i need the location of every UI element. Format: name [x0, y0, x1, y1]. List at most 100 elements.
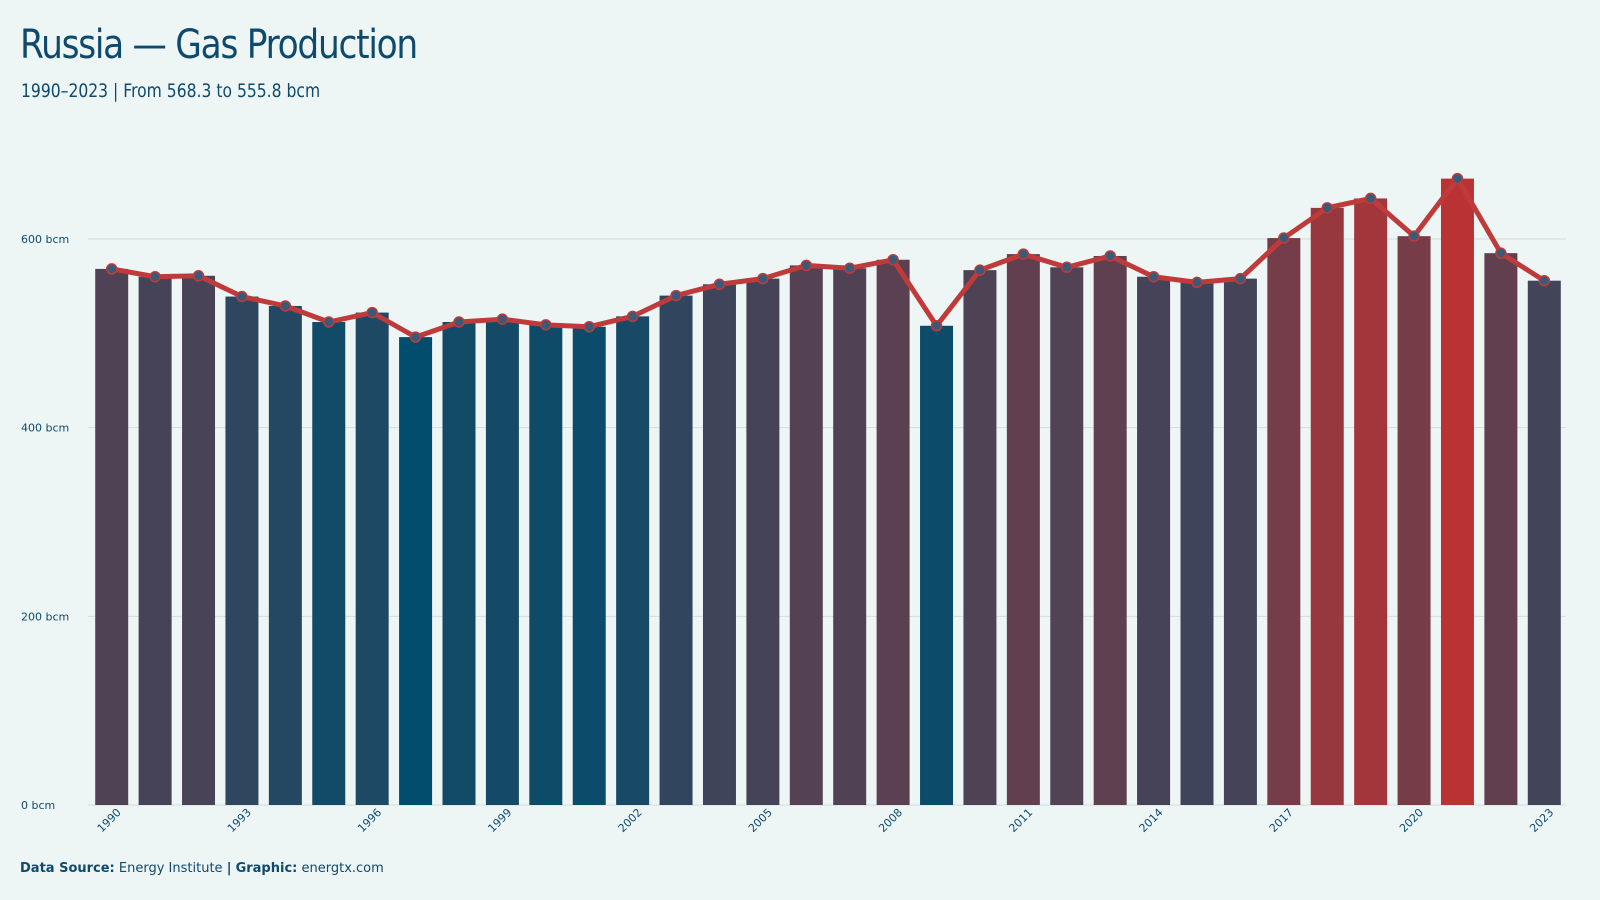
bar	[616, 316, 650, 805]
bar	[1354, 198, 1388, 806]
bar	[529, 324, 563, 805]
point-markers	[105, 172, 1551, 343]
bar	[399, 337, 433, 805]
data-point	[236, 290, 248, 303]
data-point	[279, 300, 292, 312]
bar	[1050, 267, 1084, 805]
data-point	[1538, 274, 1551, 287]
bar	[702, 284, 736, 805]
bar	[920, 325, 954, 805]
data-point	[713, 278, 726, 291]
data-point	[1321, 202, 1333, 214]
footer-credits: Data Source: Energy Institute | Graphic:…	[20, 861, 384, 876]
data-point	[974, 264, 986, 276]
bar	[789, 265, 823, 805]
data-point	[323, 316, 335, 328]
data-point	[1234, 272, 1247, 285]
data-point	[1278, 232, 1290, 244]
bar	[442, 322, 476, 805]
y-tick-label: 200 bcm	[21, 610, 69, 623]
data-point	[1061, 261, 1073, 274]
y-tick-label: 400 bcm	[21, 422, 69, 435]
x-tick-label: 2011	[1006, 806, 1035, 835]
bar	[1310, 207, 1344, 805]
data-point	[887, 254, 899, 266]
data-point	[366, 306, 378, 319]
bars	[95, 178, 1561, 806]
bar	[312, 322, 346, 805]
source-value: Energy Institute	[118, 861, 223, 876]
x-tick-label: 2008	[876, 806, 905, 835]
x-tick-label: 2017	[1267, 806, 1296, 835]
x-tick-label: 2023	[1527, 806, 1556, 835]
bar	[1223, 278, 1257, 805]
data-point	[149, 270, 161, 283]
data-point	[930, 320, 943, 332]
data-point	[1364, 192, 1377, 205]
bar	[1267, 238, 1301, 806]
x-tick-label: 1993	[225, 806, 254, 835]
data-point	[1017, 248, 1030, 260]
x-axis-tick-labels: 1990 1993 1996 1999 2002 2005 2008 2011 2014 2017…	[95, 806, 1557, 835]
bar	[1006, 254, 1040, 806]
data-point	[192, 270, 205, 282]
x-tick-label: 2002	[616, 806, 645, 835]
bar	[833, 268, 867, 805]
graphic-value: energtx.com	[301, 861, 384, 876]
bar	[268, 305, 302, 805]
bar	[876, 259, 910, 806]
bar	[572, 326, 606, 805]
bar	[1440, 178, 1474, 806]
bar	[355, 312, 389, 805]
bar	[95, 268, 129, 805]
page-title: Russia — Gas Production	[20, 22, 418, 68]
data-point	[496, 313, 509, 325]
data-point	[409, 331, 422, 343]
page-subtitle: 1990–2023 | From 568.3 to 555.8 bcm	[21, 80, 321, 102]
x-tick-label: 1999	[485, 806, 514, 835]
data-point	[1191, 276, 1203, 289]
x-tick-label: 1990	[95, 806, 124, 835]
y-axis-tick-labels: 0 bcm 200 bcm 400 bcm 600 bcm	[21, 233, 69, 812]
data-point	[843, 262, 856, 274]
bar	[659, 295, 693, 805]
bar	[485, 319, 519, 805]
y-tick-label: 600 bcm	[21, 233, 69, 246]
bar	[963, 270, 997, 805]
graphic-label: Graphic:	[235, 861, 298, 876]
bar	[746, 278, 780, 805]
data-point	[105, 263, 118, 275]
data-point	[540, 319, 552, 331]
data-point	[800, 259, 813, 272]
bar	[1397, 236, 1431, 806]
data-point	[1495, 247, 1507, 259]
data-point	[1147, 270, 1160, 283]
trend-line-path	[109, 176, 1547, 340]
data-point	[626, 310, 639, 323]
bar	[138, 276, 172, 805]
data-point	[1408, 230, 1420, 242]
x-tick-label: 2005	[746, 806, 775, 835]
bar	[225, 296, 259, 805]
data-point	[583, 320, 595, 333]
gridlines	[88, 238, 1566, 806]
data-point	[757, 272, 769, 285]
x-tick-label: 2020	[1397, 806, 1426, 835]
data-point	[670, 289, 682, 302]
footer-separator: |	[226, 861, 232, 876]
bar	[1093, 255, 1127, 806]
y-tick-label: 0 bcm	[21, 799, 55, 812]
source-label: Data Source:	[20, 861, 115, 876]
x-tick-label: 2014	[1137, 806, 1166, 835]
x-tick-label: 1996	[355, 806, 384, 835]
data-point	[453, 316, 465, 328]
bar	[1484, 253, 1518, 805]
bar	[1527, 280, 1561, 806]
trend-line	[109, 176, 1547, 340]
data-point	[1104, 250, 1116, 262]
bar	[1180, 282, 1214, 806]
data-point	[1451, 172, 1464, 185]
bar	[182, 275, 216, 805]
bar	[1137, 276, 1171, 805]
